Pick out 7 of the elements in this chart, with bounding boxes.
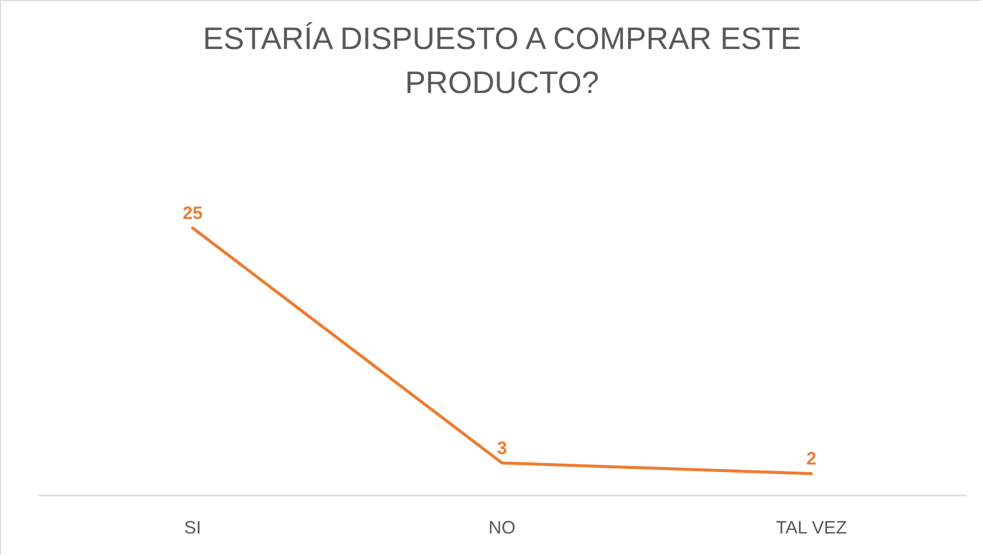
x-tick-label: TAL VEZ	[776, 518, 847, 538]
chart-title: ESTARÍA DISPUESTO A COMPRAR ESTE PRODUCTO?	[202, 21, 802, 100]
data-label: 3	[496, 438, 508, 458]
x-tick-label: SI	[184, 518, 202, 538]
data-label: 25	[182, 203, 203, 223]
x-tick-label: NO	[488, 518, 516, 538]
data-label: 2	[806, 448, 816, 469]
